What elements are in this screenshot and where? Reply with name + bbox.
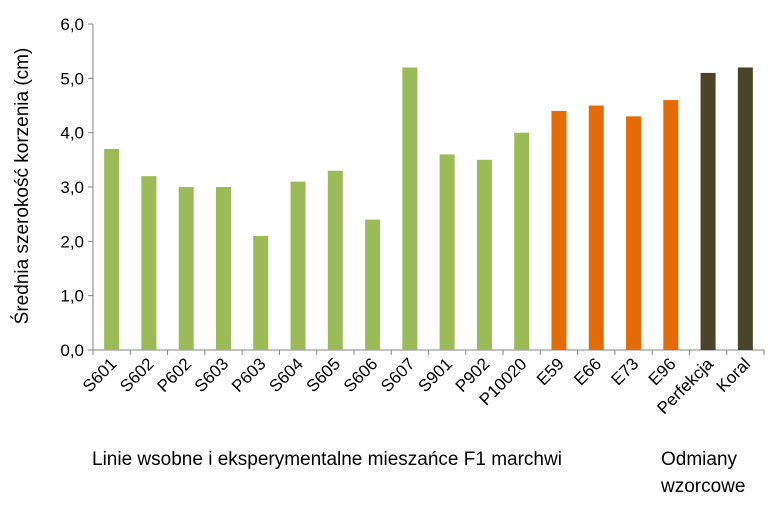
y-tick-label: 2,0 [60, 232, 84, 251]
x-tick-label: S601 [79, 354, 121, 396]
bar-p902 [476, 159, 492, 350]
reference-varieties-group-label: Odmiany wzorcowe [661, 446, 771, 500]
bar-s606 [365, 219, 381, 350]
bars [104, 67, 753, 351]
x-tick-label: S607 [377, 354, 419, 396]
axes [88, 23, 765, 355]
x-tick-label: S901 [414, 354, 456, 396]
x-tick-label: P603 [228, 354, 270, 396]
bar-s603 [215, 187, 231, 350]
reference-varieties-label-line2: wzorcowe [661, 476, 746, 497]
bar-s602 [141, 176, 157, 350]
bar-s605 [327, 170, 343, 350]
bar-e59 [551, 110, 567, 350]
x-tick-label: E66 [570, 354, 605, 389]
bar-perfekcja [700, 72, 716, 351]
bar-e96 [663, 100, 679, 350]
bar-koral [737, 67, 753, 350]
bar-p10020 [514, 132, 530, 350]
bar-s901 [439, 154, 455, 350]
bar-e73 [626, 116, 642, 350]
y-tick-label: 3,0 [60, 178, 84, 197]
y-tick-label: 1,0 [60, 287, 84, 306]
x-tick-label: E73 [608, 354, 643, 389]
y-axis-label: Średnia szerokość korzenia (cm) [11, 48, 33, 325]
bar-s604 [290, 181, 306, 350]
x-tick-label: Koral [713, 354, 754, 395]
bar-s607 [402, 67, 418, 350]
y-tick-label: 0,0 [60, 341, 84, 360]
bar-p602 [178, 187, 194, 350]
x-tick-labels: S601S602P602S603P603S604S605S606S607S901… [79, 354, 754, 418]
reference-varieties-label-line1: Odmiany [661, 449, 738, 470]
x-tick-label: E59 [533, 354, 568, 389]
x-tick-label: S606 [340, 354, 382, 396]
y-tick-label: 5,0 [60, 69, 84, 88]
bar-p603 [253, 235, 269, 350]
bar-s601 [104, 148, 120, 350]
inbred-lines-group-label: Linie wsobne i eksperymentalne mieszańce… [92, 449, 562, 470]
y-tick-label: 6,0 [60, 15, 84, 34]
y-tick-label: 4,0 [60, 124, 84, 143]
y-tick-labels: 0,0 1,0 2,0 3,0 4,0 5,0 6,0 [60, 15, 84, 360]
x-tick-label: S603 [191, 354, 233, 396]
x-tick-label: S602 [116, 354, 158, 396]
x-tick-label: S604 [265, 354, 307, 396]
bar-e66 [588, 105, 604, 350]
x-tick-label: S605 [303, 354, 345, 396]
x-tick-label: P602 [154, 354, 196, 396]
